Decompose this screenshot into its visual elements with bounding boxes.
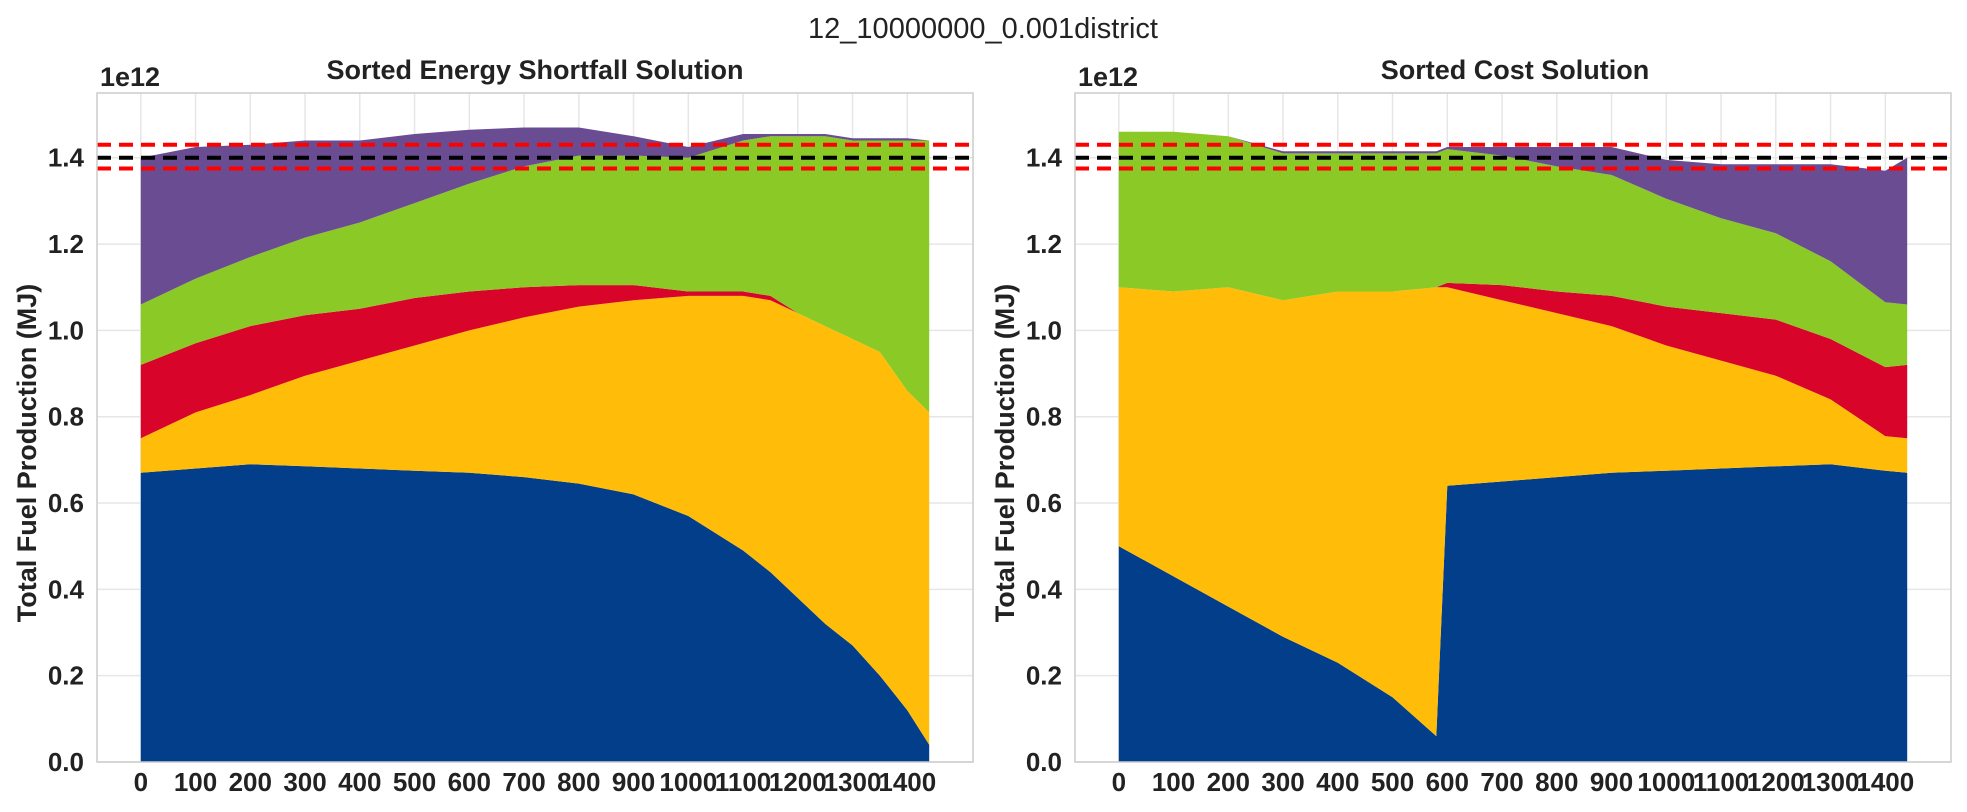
x-tick-label: 200 [229, 767, 272, 797]
y-tick-label: 0.6 [1026, 488, 1062, 518]
area-fuel-4 [1118, 131, 1908, 368]
y-tick-label: 1.4 [48, 143, 85, 173]
area-fuel-3 [1118, 282, 1908, 439]
x-tick-label: 900 [612, 767, 655, 797]
x-tick-label: 800 [1535, 767, 1578, 797]
y-axis-label: Total Fuel Production (MJ) [12, 284, 42, 622]
x-tick-label: 300 [283, 767, 326, 797]
chart-title: Sorted Energy Shortfall Solution [326, 55, 743, 85]
x-tick-label: 1400 [1856, 767, 1914, 797]
x-tick-labels: 0 100 200 300 400 500 600 700 800 900 100011001200… [134, 767, 937, 797]
figure-suptitle: 12_10000000_0.001district [808, 13, 1158, 45]
panel-energy-shortfall: Sorted Energy Shortfall Solution 1e12 To… [12, 55, 974, 797]
x-tick-label: 100 [174, 767, 217, 797]
x-tick-labels: 0 100 200 300 400 500 600 700 800 900 100011001200… [1112, 767, 1915, 797]
reference-lines [1075, 142, 1951, 171]
y-tick-label: 0.8 [48, 402, 84, 432]
panel-cost: Sorted Cost Solution 1e12 Total Fuel Pro… [990, 55, 1952, 797]
x-tick-label: 1100 [715, 767, 771, 797]
x-tick-label: 900 [1590, 767, 1633, 797]
area-fuel-2 [1118, 287, 1908, 737]
x-tick-label: 700 [1480, 767, 1523, 797]
y-tick-labels: 0.0 0.2 0.4 0.6 0.8 1.0 1.2 1.4 [1026, 143, 1063, 777]
y-tick-label: 0.2 [1026, 661, 1062, 691]
x-tick-label: 0 [1112, 767, 1126, 797]
x-tick-label: 1000 [659, 767, 717, 797]
x-tick-label: 200 [1207, 767, 1250, 797]
x-tick-label: 1000 [1637, 767, 1695, 797]
chart-title: Sorted Cost Solution [1381, 55, 1649, 85]
y-tick-label: 0.0 [48, 747, 84, 777]
area-fuel-3 [140, 285, 930, 439]
x-tick-label: 500 [1371, 767, 1414, 797]
x-tick-label: 1200 [769, 767, 827, 797]
y-tick-label: 1.2 [48, 229, 84, 259]
y-tick-labels: 0.0 0.2 0.4 0.6 0.8 1.0 1.2 1.4 [48, 143, 85, 777]
x-tick-label: 500 [393, 767, 436, 797]
area-fuel-1 [140, 464, 930, 762]
y-tick-label: 1.2 [1026, 229, 1062, 259]
x-tick-label: 400 [338, 767, 381, 797]
stacked-area-layer [1118, 131, 1908, 762]
y-tick-label: 0.6 [48, 488, 84, 518]
x-tick-label: 700 [502, 767, 545, 797]
area-fuel-5 [1118, 131, 1908, 305]
x-tick-label: 0 [134, 767, 148, 797]
y-tick-label: 1.4 [1026, 143, 1063, 173]
x-tick-label: 1400 [878, 767, 936, 797]
x-tick-label: 1300 [824, 767, 882, 797]
y-offset-label: 1e12 [100, 62, 160, 92]
plot-frame [96, 92, 974, 763]
x-tick-label: 1300 [1802, 767, 1860, 797]
x-tick-label: 300 [1261, 767, 1304, 797]
x-tick-label: 1100 [1693, 767, 1749, 797]
y-tick-label: 0.4 [48, 574, 85, 604]
y-offset-label: 1e12 [1078, 62, 1138, 92]
y-tick-label: 0.2 [48, 661, 84, 691]
x-tick-label: 100 [1152, 767, 1195, 797]
plot-frame [1074, 92, 1952, 763]
y-tick-label: 0.4 [1026, 574, 1063, 604]
x-tick-label: 1200 [1747, 767, 1805, 797]
x-tick-label: 600 [448, 767, 491, 797]
area-fuel-4 [140, 136, 930, 413]
y-tick-label: 1.0 [1026, 315, 1062, 345]
x-tick-label: 400 [1316, 767, 1359, 797]
y-tick-label: 0.0 [1026, 747, 1062, 777]
reference-lines [97, 142, 973, 171]
stacked-area-layer [140, 127, 930, 762]
y-axis-label: Total Fuel Production (MJ) [990, 284, 1020, 622]
area-fuel-1 [1118, 464, 1908, 762]
x-tick-label: 600 [1426, 767, 1469, 797]
area-fuel-5 [140, 127, 930, 305]
y-tick-label: 0.8 [1026, 402, 1062, 432]
x-tick-label: 800 [557, 767, 600, 797]
area-fuel-2 [140, 295, 930, 745]
y-tick-label: 1.0 [48, 315, 84, 345]
